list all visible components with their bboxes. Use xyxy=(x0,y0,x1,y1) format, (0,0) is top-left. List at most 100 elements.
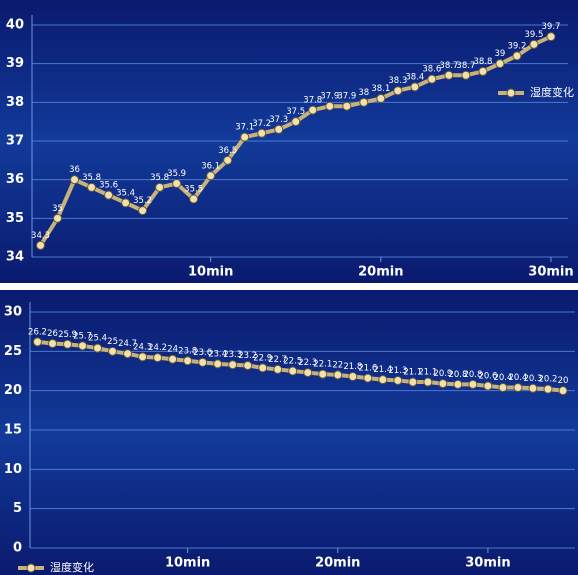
value-label: 25.9 xyxy=(58,330,77,340)
value-label: 20.3 xyxy=(523,374,542,384)
value-label: 35.8 xyxy=(82,173,101,183)
point xyxy=(461,70,471,80)
point xyxy=(444,70,454,80)
value-label: 26.2 xyxy=(28,327,47,337)
legend-marker xyxy=(506,88,516,98)
point xyxy=(546,32,556,42)
point xyxy=(393,375,403,385)
x-tick-label: 20min xyxy=(358,265,403,280)
y-tick-label: 0 xyxy=(13,541,22,556)
point xyxy=(258,363,268,373)
y-tick-label: 25 xyxy=(4,344,22,359)
value-label: 22.9 xyxy=(253,353,272,363)
value-label: 35.5 xyxy=(184,185,203,195)
point xyxy=(257,128,267,138)
value-label: 38 xyxy=(358,88,369,98)
point xyxy=(438,379,448,389)
point xyxy=(318,369,328,379)
point xyxy=(408,377,418,387)
value-label: 20.2 xyxy=(539,375,558,385)
x-tick-label: 10min xyxy=(165,556,210,571)
y-tick-label: 5 xyxy=(13,501,22,516)
value-label: 37.8 xyxy=(303,96,322,106)
value-label: 37.9 xyxy=(337,92,356,102)
point xyxy=(53,213,63,223)
value-label: 39 xyxy=(495,49,506,59)
point xyxy=(33,337,43,347)
value-label: 20 xyxy=(558,376,569,386)
point xyxy=(348,372,358,382)
point xyxy=(558,386,568,396)
point xyxy=(427,74,437,84)
value-label: 20.8 xyxy=(463,370,482,380)
y-tick-label: 15 xyxy=(4,423,22,438)
value-label: 38.6 xyxy=(422,65,441,75)
value-label: 24.7 xyxy=(118,339,137,349)
value-label: 21.6 xyxy=(358,364,377,374)
value-label: 35 xyxy=(52,204,63,214)
point xyxy=(123,349,133,359)
value-label: 22.3 xyxy=(298,358,317,368)
value-label: 36.1 xyxy=(201,161,220,171)
value-label: 35.6 xyxy=(99,181,118,191)
y-tick-label: 34 xyxy=(6,250,24,265)
value-label: 20.9 xyxy=(433,369,452,379)
point xyxy=(198,357,208,367)
x-tick-label: 30min xyxy=(528,265,573,280)
value-label: 38.1 xyxy=(371,84,390,94)
value-label: 21.1 xyxy=(403,368,422,378)
value-label: 23.8 xyxy=(178,346,197,356)
point xyxy=(512,51,522,61)
value-label: 21.1 xyxy=(418,368,437,378)
value-label: 25.7 xyxy=(73,331,92,341)
point xyxy=(359,97,369,107)
value-label: 35.8 xyxy=(150,173,169,183)
point xyxy=(325,101,335,111)
value-label: 22 xyxy=(332,360,343,370)
value-label: 37.3 xyxy=(269,115,288,125)
point xyxy=(70,175,80,185)
legend-marker xyxy=(26,563,36,573)
y-tick-label: 30 xyxy=(4,305,22,320)
value-label: 23.6 xyxy=(193,348,212,358)
point xyxy=(483,381,493,391)
legend-label: 湿度变化 xyxy=(530,85,574,99)
value-label: 36 xyxy=(69,165,80,175)
point xyxy=(93,343,103,353)
value-label: 21.4 xyxy=(373,365,392,375)
value-label: 22.7 xyxy=(268,355,287,365)
point xyxy=(376,93,386,103)
point xyxy=(423,377,433,387)
value-label: 35.2 xyxy=(133,196,152,206)
value-label: 22.5 xyxy=(283,357,302,367)
point xyxy=(498,383,508,393)
value-label: 26 xyxy=(47,329,58,339)
point xyxy=(108,346,118,356)
value-label: 37.2 xyxy=(252,119,271,129)
value-label: 24 xyxy=(167,345,178,355)
point xyxy=(495,59,505,69)
point xyxy=(183,356,193,366)
point xyxy=(63,339,73,349)
point xyxy=(478,66,488,76)
point xyxy=(291,117,301,127)
value-label: 37.9 xyxy=(320,92,339,102)
y-tick-label: 20 xyxy=(4,383,22,398)
point xyxy=(453,379,463,389)
value-label: 38.8 xyxy=(473,57,492,67)
value-label: 34.3 xyxy=(31,231,50,241)
x-tick-label: 10min xyxy=(188,265,233,280)
value-label: 38.7 xyxy=(439,61,458,71)
point xyxy=(223,155,233,165)
value-label: 38.3 xyxy=(388,76,407,86)
x-tick-label: 30min xyxy=(465,556,510,571)
point xyxy=(528,383,538,393)
value-label: 36.5 xyxy=(218,146,237,156)
value-label: 24.3 xyxy=(133,342,152,352)
value-label: 38.7 xyxy=(456,61,475,71)
panel-background xyxy=(0,290,578,575)
legend-label: 湿度变化 xyxy=(50,560,94,574)
value-label: 37.1 xyxy=(235,123,254,133)
value-label: 20.4 xyxy=(508,373,527,383)
